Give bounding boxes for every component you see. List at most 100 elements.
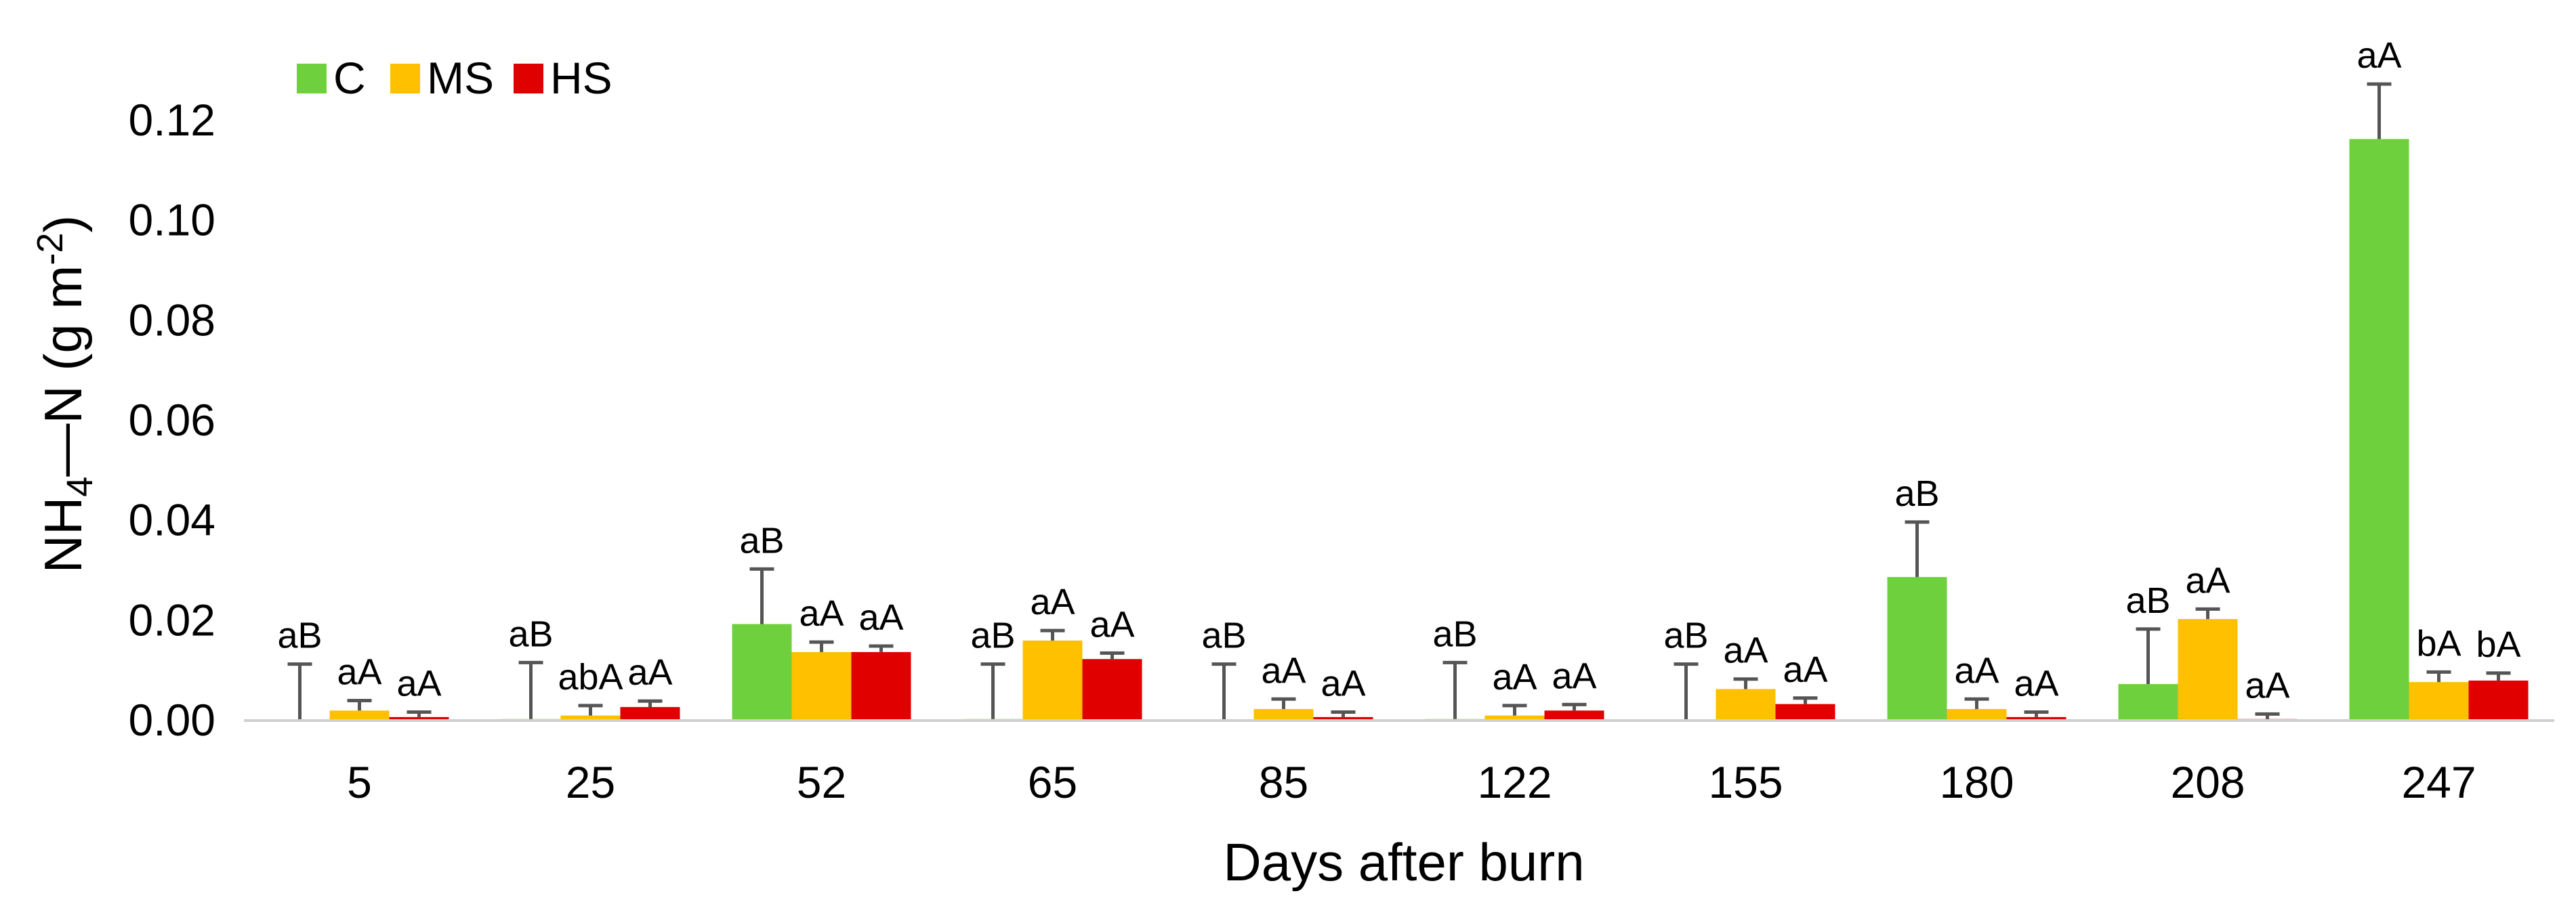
data-label-C: aB xyxy=(1663,616,1708,656)
data-label-MS: bA xyxy=(2416,623,2461,664)
data-label-MS: abA xyxy=(558,657,623,698)
y-axis: 0.00 0.02 0.04 0.06 0.08 0.10 0.12 xyxy=(129,95,215,745)
y-tick-label: 0.00 xyxy=(129,695,215,745)
bar-group-85: aB aA aA xyxy=(1201,616,1373,721)
bar-group-122: aB aA aA xyxy=(1425,614,1604,721)
data-label-MS: aA xyxy=(1261,650,1306,691)
data-label-HS: aA xyxy=(627,652,672,693)
y-tick-label: 0.06 xyxy=(129,395,215,445)
bar-HS xyxy=(2468,680,2529,721)
data-label-HS: aA xyxy=(1783,649,1827,690)
y-axis-title-main: NH xyxy=(33,497,93,574)
legend-label-MS: MS xyxy=(427,53,494,103)
bar-group-65: aB aA aA xyxy=(963,582,1142,721)
bar-HS xyxy=(851,651,911,721)
x-tick-label: 247 xyxy=(2401,757,2476,807)
bar-group-5: aB aA aA xyxy=(277,616,449,721)
data-label-HS: aA xyxy=(1089,604,1134,645)
bar-HS xyxy=(1313,716,1373,721)
legend-label-C: C xyxy=(333,53,366,103)
x-tick-label: 25 xyxy=(566,757,615,807)
data-label-C: aB xyxy=(1894,473,1939,514)
x-tick-label: 155 xyxy=(1708,757,1783,807)
bar-group-208: aB aA aA xyxy=(2118,560,2298,721)
legend-item-C: C xyxy=(297,53,366,103)
data-label-MS: aA xyxy=(1492,657,1537,698)
bar-MS xyxy=(329,710,390,721)
y-axis-title: NH4—N (g m-2) xyxy=(30,215,100,574)
bar-HS xyxy=(2006,716,2066,721)
y-tick-label: 0.08 xyxy=(129,295,215,345)
legend-swatch-MS xyxy=(390,64,420,93)
x-tick-label: 65 xyxy=(1028,757,1077,807)
x-tick-label: 180 xyxy=(1939,757,2014,807)
data-label-C: aB xyxy=(970,616,1015,656)
data-label-HS: aA xyxy=(1321,663,1365,704)
data-label-C: aB xyxy=(2125,580,2170,621)
y-tick-label: 0.10 xyxy=(129,195,215,245)
data-label-HS: aA xyxy=(858,597,903,638)
data-label-HS: bA xyxy=(2476,624,2520,665)
legend: C MS HS xyxy=(297,53,612,103)
x-tick-label: 5 xyxy=(347,757,372,807)
bar-C xyxy=(2118,684,2178,721)
legend-label-HS: HS xyxy=(550,53,612,103)
bar-MS xyxy=(560,715,621,721)
bar-MS xyxy=(791,651,852,721)
y-tick-label: 0.04 xyxy=(129,495,215,545)
x-tick-label: 208 xyxy=(2170,757,2245,807)
x-tick-label: 52 xyxy=(797,757,846,807)
data-label-C: aA xyxy=(2356,35,2401,76)
bar-HS xyxy=(620,707,680,721)
x-axis-title: Days after burn xyxy=(1223,832,1584,892)
y-axis-title-mid: —N (g m xyxy=(33,265,93,477)
bar-group-155: aB aA aA xyxy=(1663,616,1835,721)
bar-MS xyxy=(1716,689,1776,721)
bar-MS xyxy=(1947,709,2007,721)
data-label-MS: aA xyxy=(337,651,381,692)
data-label-C: aB xyxy=(508,614,553,654)
y-axis-title-sup: -2 xyxy=(30,233,70,265)
data-label-HS: aA xyxy=(396,663,441,704)
bar-MS xyxy=(1022,640,1083,721)
data-label-MS: aA xyxy=(1723,630,1768,671)
y-tick-label: 0.12 xyxy=(129,95,215,145)
data-label-MS: aA xyxy=(1954,650,1999,691)
legend-item-HS: HS xyxy=(514,53,612,103)
legend-swatch-C xyxy=(297,64,327,93)
data-label-MS: aA xyxy=(799,593,844,634)
data-label-C: aB xyxy=(1432,614,1477,654)
data-label-MS: aA xyxy=(2185,560,2230,601)
x-tick-label: 85 xyxy=(1259,757,1308,807)
data-label-MS: aA xyxy=(1030,582,1075,622)
bar-C xyxy=(1887,577,1947,721)
x-tick-label: 122 xyxy=(1477,757,1552,807)
data-label-HS: aA xyxy=(1552,656,1596,696)
data-label-C: aB xyxy=(739,520,784,561)
y-tick-label: 0.02 xyxy=(129,595,215,645)
legend-item-MS: MS xyxy=(390,53,494,103)
y-axis-title-end: ) xyxy=(33,215,93,233)
data-label-HS: aA xyxy=(2014,663,2058,704)
bar-MS xyxy=(1253,709,1314,721)
y-axis-title-sub: 4 xyxy=(60,477,100,497)
bar-HS xyxy=(1082,659,1142,721)
bar-HS xyxy=(1775,704,1835,721)
data-label-HS: aA xyxy=(2245,665,2289,706)
bar-MS xyxy=(2409,682,2469,721)
bar-group-180: aB aA aA xyxy=(1887,473,2066,721)
bar-group-52: aB aA aA xyxy=(732,520,911,721)
bar-MS xyxy=(1484,715,1545,721)
bar-HS xyxy=(389,716,449,721)
bar-HS xyxy=(1544,710,1604,721)
bar-MS xyxy=(2178,619,2238,721)
legend-swatch-HS xyxy=(514,64,543,93)
data-label-C: aB xyxy=(1201,616,1246,656)
data-label-C: aB xyxy=(277,616,322,656)
x-axis: 5 25 52 65 85 122 155 180 208 247 xyxy=(244,719,2554,807)
bar-group-247: aA bA bA xyxy=(2349,35,2529,721)
bar-C xyxy=(2349,139,2409,721)
